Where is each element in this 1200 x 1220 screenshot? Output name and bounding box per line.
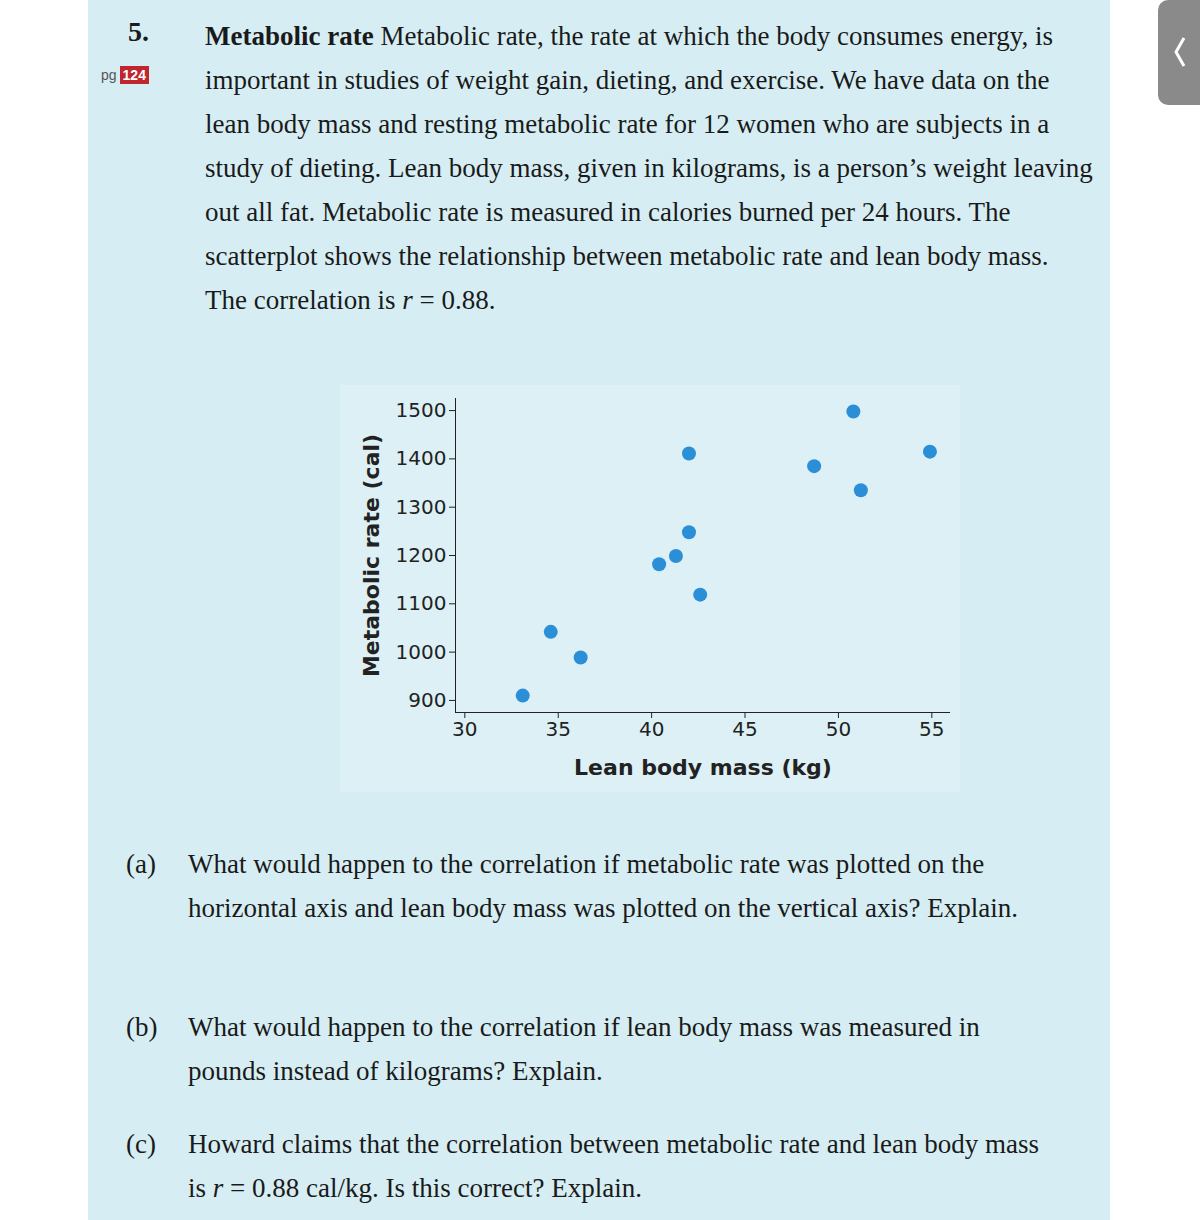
html-text:(c): (c) [126, 1129, 156, 1159]
svg-text:55: 55 [919, 717, 944, 741]
html-text:What would happen to the corre: What would happen to the correlation if … [188, 849, 1018, 923]
html-text:Metabolic rate Metabolic rate,: Metabolic rate Metabolic rate, the rate … [205, 21, 1093, 315]
svg-text:50: 50 [826, 717, 851, 741]
svg-text:1100: 1100 [396, 591, 447, 615]
svg-text:1400: 1400 [396, 446, 447, 470]
html-text:(b): (b) [126, 1012, 158, 1042]
svg-text:Lean body mass (kg): Lean body mass (kg) [574, 755, 832, 780]
svg-text:1500: 1500 [396, 398, 447, 422]
html-text:What would happen to the corre: What would happen to the correlation if … [188, 1012, 980, 1086]
svg-text:30: 30 [452, 717, 477, 741]
svg-text:1000: 1000 [396, 640, 447, 664]
html-text:(a): (a) [126, 849, 156, 879]
svg-text:35: 35 [546, 717, 571, 741]
html-text:5.: 5. [128, 16, 149, 47]
svg-text:Metabolic rate (cal): Metabolic rate (cal) [359, 434, 384, 677]
svg-text:40: 40 [639, 717, 664, 741]
svg-text:45: 45 [732, 717, 757, 741]
html-text:pg 124: pg 124 [101, 67, 146, 83]
svg-text:900: 900 [408, 688, 446, 712]
html-text:Howard claims that the correla: Howard claims that the correlation betwe… [188, 1129, 1039, 1203]
svg-text:1200: 1200 [396, 543, 447, 567]
svg-text:1300: 1300 [396, 495, 447, 519]
